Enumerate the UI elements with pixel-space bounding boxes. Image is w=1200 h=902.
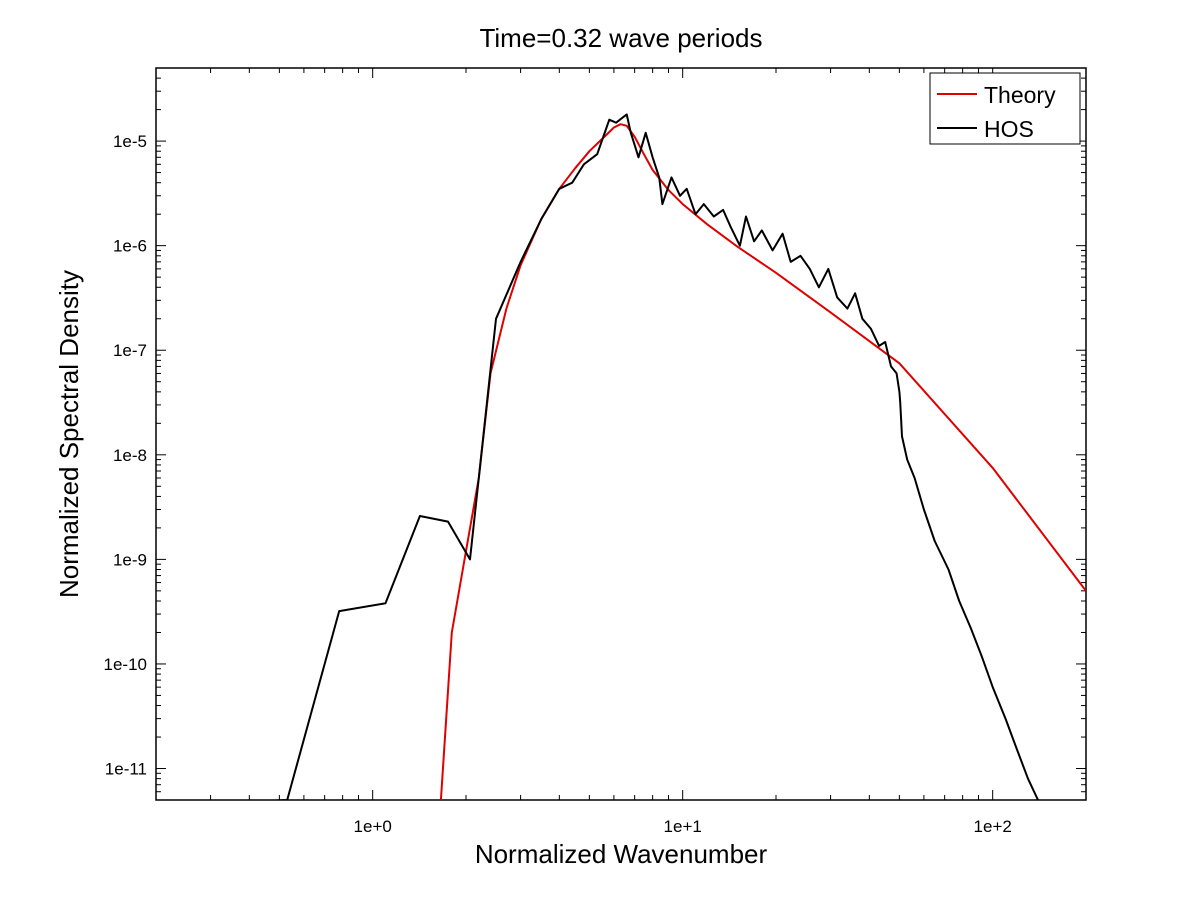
chart-title: Time=0.32 wave periods <box>479 23 762 53</box>
x-tick-label: 1e+1 <box>664 817 702 836</box>
x-axis-label: Normalized Wavenumber <box>475 839 768 869</box>
series-line-theory <box>439 123 1086 800</box>
plot-area <box>156 113 1086 800</box>
legend-label-hos: HOS <box>984 116 1034 142</box>
legend-label-theory: Theory <box>984 82 1056 108</box>
axis-ticks: 1e+0 1e+1 1e+2 1e-11 1e-10 1e-9 1e-8 1e-7 1e-6 1e… <box>104 67 1087 836</box>
series-line-hos <box>156 113 1039 800</box>
y-tick-label: 1e-7 <box>113 341 147 360</box>
plot-frame <box>155 67 1087 801</box>
y-tick-label: 1e-6 <box>113 237 147 256</box>
x-tick-label: 1e+0 <box>354 817 392 836</box>
y-tick-label: 1e-8 <box>113 446 147 465</box>
legend: Theory HOS <box>929 72 1081 145</box>
y-tick-label: 1e-5 <box>113 132 147 151</box>
y-axis-label: Normalized Spectral Density <box>54 270 84 598</box>
legend-box <box>929 72 1081 145</box>
x-tick-label: 1e+2 <box>974 817 1012 836</box>
y-tick-label: 1e-9 <box>113 550 147 569</box>
y-tick-label: 1e-10 <box>104 655 147 674</box>
y-tick-label: 1e-11 <box>105 760 147 779</box>
